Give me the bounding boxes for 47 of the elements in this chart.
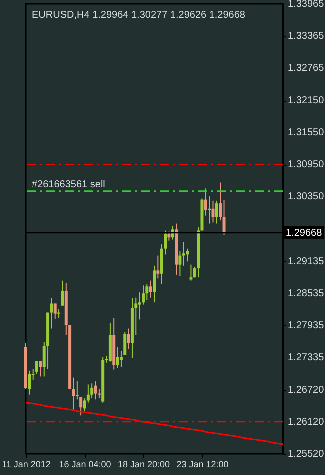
y-tick-label: 1.33965 [288, 0, 325, 10]
x-tick-label: 23 Jan 12:00 [176, 460, 229, 470]
y-tick-label: 1.27935 [288, 320, 325, 332]
candlestick [39, 360, 42, 378]
x-tick-label: 18 Jan 20:00 [118, 460, 170, 470]
candlestick [190, 264, 193, 282]
x-tick-label: 16 Jan 04:00 [59, 460, 112, 470]
y-tick-label: 1.25520 [288, 449, 325, 460]
y-tick-label: 1.26720 [288, 385, 325, 396]
y-tick-label: 1.29135 [288, 256, 325, 268]
candlestick [156, 255, 160, 280]
candlestick [182, 242, 186, 266]
candlestick [146, 284, 149, 302]
candlestick [80, 397, 83, 416]
candlestick [153, 265, 156, 304]
candlestick [168, 231, 171, 242]
line-series [25, 402, 284, 446]
candlestick [83, 398, 86, 412]
candlestick [178, 251, 182, 278]
ref-line-label: 1.29668 [286, 228, 323, 239]
y-tick-label: 1.33365 [288, 30, 325, 42]
candlestick [61, 280, 64, 306]
candlestick [127, 328, 130, 350]
candlestick [222, 200, 226, 236]
y-tick-label: 1.32150 [288, 96, 325, 107]
candlestick [208, 196, 212, 224]
y-tick-label: 1.28535 [288, 288, 325, 300]
candlestick [76, 381, 79, 400]
y-tick-label: 1.30950 [288, 160, 325, 171]
candlestick [28, 370, 32, 396]
candlestick [215, 200, 218, 224]
y-tick-label: 1.32765 [288, 62, 325, 74]
candlestick [86, 384, 90, 404]
candlestick [149, 280, 152, 298]
annotation: #261663561 sell [32, 179, 106, 190]
candlestick [90, 383, 94, 400]
y-tick-label: 1.30350 [288, 192, 325, 203]
x-tick-label: 11 Jan 2012 [2, 460, 51, 470]
text: EURUSD,H4 1.29964 1.30277 1.29626 1.29668 [32, 10, 246, 21]
candlestick [204, 188, 208, 216]
y-tick-label: 1.26120 [288, 417, 325, 428]
candlestick [212, 200, 215, 224]
y-tick-label: 1.27335 [288, 352, 325, 364]
candlestick [54, 303, 57, 320]
candlestick [94, 381, 98, 400]
y-tick-label: 1.31550 [288, 128, 325, 139]
candlestick [116, 346, 120, 369]
